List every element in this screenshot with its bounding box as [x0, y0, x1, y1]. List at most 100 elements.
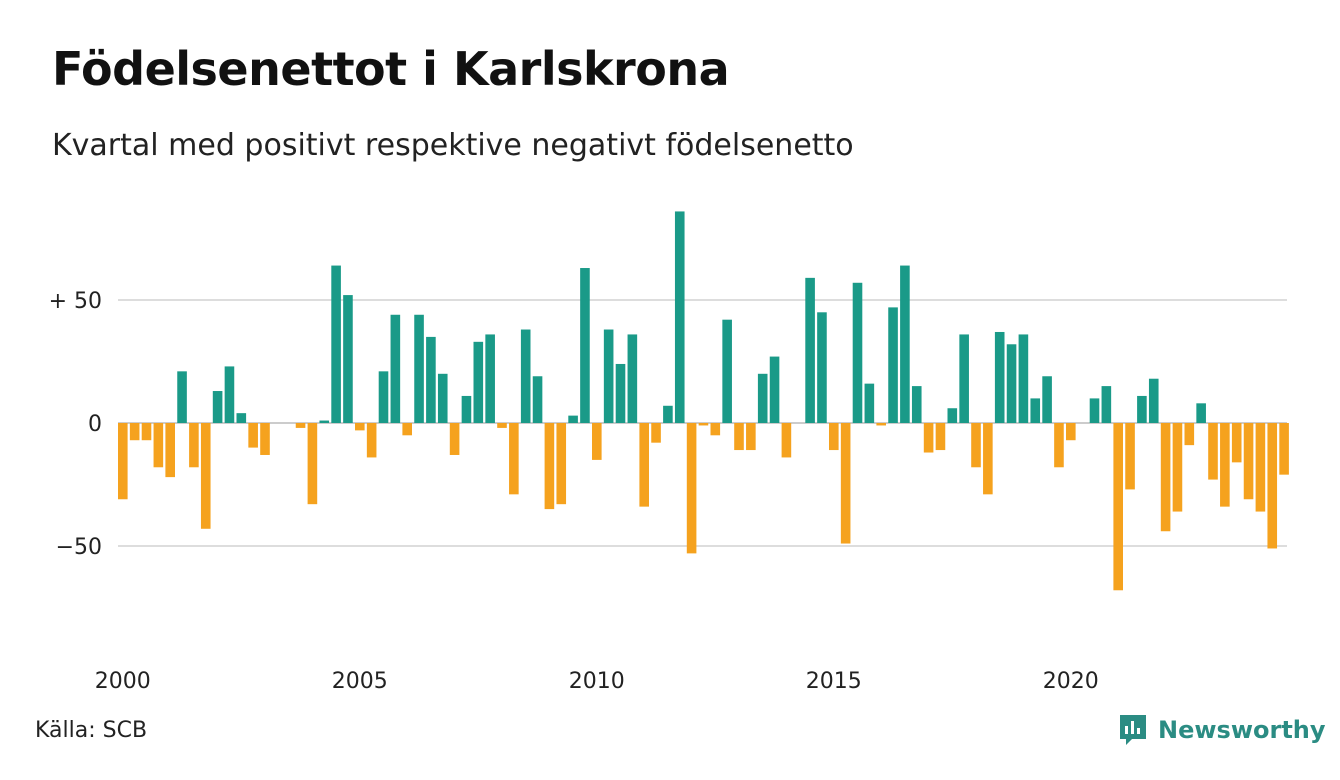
bar-positive — [959, 334, 969, 423]
bar-positive — [1006, 344, 1017, 423]
bar-positive — [1196, 403, 1206, 423]
bar-positive — [319, 420, 330, 423]
x-tick-label: 2005 — [332, 669, 388, 694]
bar-positive — [615, 363, 626, 423]
bar-negative — [1125, 423, 1135, 490]
bar-negative — [200, 423, 211, 529]
bar-negative — [983, 423, 993, 495]
bar-positive — [852, 282, 863, 423]
bar-negative — [497, 423, 507, 428]
bar-positive — [437, 373, 448, 423]
bar-negative — [355, 423, 365, 431]
bar-positive — [674, 211, 685, 423]
bar-negative — [710, 423, 721, 436]
bar-positive — [947, 408, 958, 423]
x-tick-label: 2010 — [569, 669, 625, 694]
bar-negative — [1220, 423, 1230, 507]
bar-positive — [580, 268, 590, 423]
y-tick-label: + 50 — [49, 289, 102, 314]
bar-positive — [212, 391, 223, 423]
bar-negative — [1066, 423, 1076, 441]
bar-positive — [817, 312, 827, 423]
bar-negative — [639, 423, 649, 507]
bar-negative — [1267, 423, 1278, 549]
bar-positive — [343, 295, 353, 423]
bar-positive — [1148, 378, 1159, 423]
bar-positive — [1101, 386, 1112, 423]
bar-positive — [485, 334, 495, 423]
bar-negative — [651, 423, 661, 443]
bar-positive — [663, 405, 673, 423]
bar-negative — [1184, 423, 1195, 446]
y-tick-label: 0 — [88, 412, 102, 437]
bar-positive — [177, 371, 187, 423]
bar-negative — [1054, 423, 1064, 468]
bar-negative — [129, 423, 140, 441]
bar-positive — [1042, 376, 1052, 423]
x-tick-label: 2015 — [806, 669, 862, 694]
newsworthy-logo-icon — [1120, 715, 1146, 745]
bar-negative — [1208, 423, 1218, 480]
bar-negative — [556, 423, 567, 505]
bar-positive — [769, 356, 780, 423]
y-axis-ticks: + 50 0 −50 — [49, 289, 102, 560]
bar-positive — [900, 265, 910, 423]
bar-negative — [1255, 423, 1266, 512]
bar-positive — [888, 307, 898, 423]
bar-positive — [568, 415, 578, 423]
bar-negative — [1231, 423, 1242, 463]
y-tick-label: −50 — [56, 535, 102, 560]
bar-positive — [757, 373, 768, 423]
bar-negative — [746, 423, 756, 451]
bar-negative — [935, 423, 946, 451]
bar-chart: + 50 0 −50 2000 2005 2010 2015 2020 — [49, 211, 1289, 694]
bar-negative — [734, 423, 744, 451]
bar-positive — [805, 277, 815, 423]
chart-title: Födelsenettot i Karlskrona — [52, 42, 730, 96]
bar-positive — [1137, 395, 1147, 423]
x-tick-label: 2000 — [95, 669, 151, 694]
bar-positive — [236, 413, 247, 423]
bar-negative — [876, 423, 886, 426]
bar-negative — [1243, 423, 1254, 500]
bar-negative — [544, 423, 555, 510]
bar-negative — [698, 423, 709, 426]
bar-positive — [911, 386, 922, 423]
bar-negative — [307, 423, 318, 505]
bar-negative — [840, 423, 851, 544]
bar-positive — [1018, 334, 1029, 423]
bar-positive — [603, 329, 614, 423]
bar-positive — [378, 371, 389, 423]
bar-negative — [260, 423, 270, 455]
bar-negative — [141, 423, 152, 441]
bar-positive — [627, 334, 638, 423]
x-axis-ticks: 2000 2005 2010 2015 2020 — [95, 669, 1099, 694]
bar-negative — [686, 423, 697, 554]
bar-positive — [1030, 398, 1041, 423]
bar-negative — [592, 423, 602, 460]
bar-negative — [366, 423, 377, 458]
bar-positive — [473, 341, 484, 423]
bar-negative — [1160, 423, 1171, 532]
bars — [118, 211, 1289, 591]
bar-negative — [165, 423, 175, 478]
bar-negative — [1113, 423, 1123, 591]
bar-positive — [224, 366, 235, 423]
bar-negative — [153, 423, 164, 468]
x-tick-label: 2020 — [1043, 669, 1099, 694]
bar-positive — [532, 376, 543, 423]
chart-subtitle: Kvartal med positivt respektive negativt… — [52, 128, 854, 163]
bar-positive — [331, 265, 341, 423]
bar-positive — [461, 395, 472, 423]
bar-positive — [722, 319, 732, 423]
bar-negative — [1172, 423, 1183, 512]
bar-positive — [994, 331, 1005, 423]
brand: Newsworthy — [1118, 712, 1326, 748]
bar-positive — [414, 314, 424, 423]
bar-negative — [923, 423, 934, 453]
bar-positive — [1089, 398, 1100, 423]
bar-positive — [390, 314, 401, 423]
source-note: Källa: SCB — [35, 718, 148, 743]
bar-negative — [509, 423, 519, 495]
bar-negative — [829, 423, 839, 451]
